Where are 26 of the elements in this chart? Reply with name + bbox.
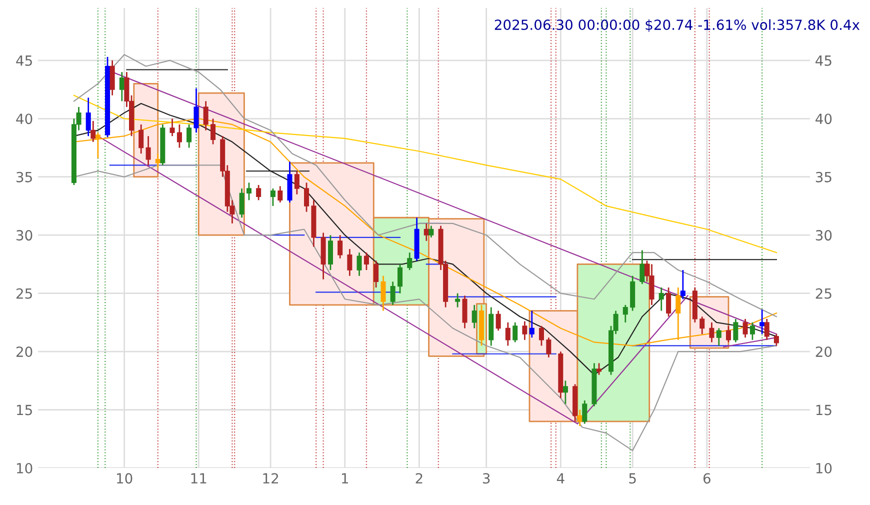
y2-tick-label: 40 [816, 114, 832, 124]
y2-tick-label: 15 [816, 404, 832, 416]
y2-tick-label: 25 [816, 288, 832, 299]
y-tick-label: 35 [16, 172, 32, 182]
x-tick-label: 5 [629, 473, 636, 484]
y-tick-label: 15 [16, 404, 32, 416]
x-tick-label: 1 [342, 473, 348, 484]
x-tick-label: 6 [703, 473, 710, 484]
y-tick-label: 10 [16, 462, 32, 474]
y-tick-label: 25 [16, 288, 32, 299]
text: 2025.06.30 00:00:00 $20.74 -1.61% vol:357.8K 0.4x [494, 19, 860, 32]
x-tick-label: 12 [263, 473, 278, 484]
x-tick-label: 10 [117, 473, 132, 484]
x-tick-label: 2 [416, 473, 422, 484]
x-tick-label: 3 [482, 473, 490, 484]
x-tick-label: 11 [191, 473, 206, 484]
y-tick-label: 30 [16, 230, 32, 241]
y-tick-label: 45 [16, 56, 32, 66]
y2-tick-label: 45 [816, 56, 832, 66]
y-tick-label: 40 [16, 114, 32, 124]
y2-tick-label: 10 [816, 462, 832, 474]
y2-tick-label: 30 [816, 230, 832, 241]
y2-tick-label: 20 [816, 346, 832, 358]
x-tick-label: 4 [556, 473, 564, 484]
y-tick-label: 20 [16, 346, 32, 358]
y2-tick-label: 35 [816, 172, 832, 182]
